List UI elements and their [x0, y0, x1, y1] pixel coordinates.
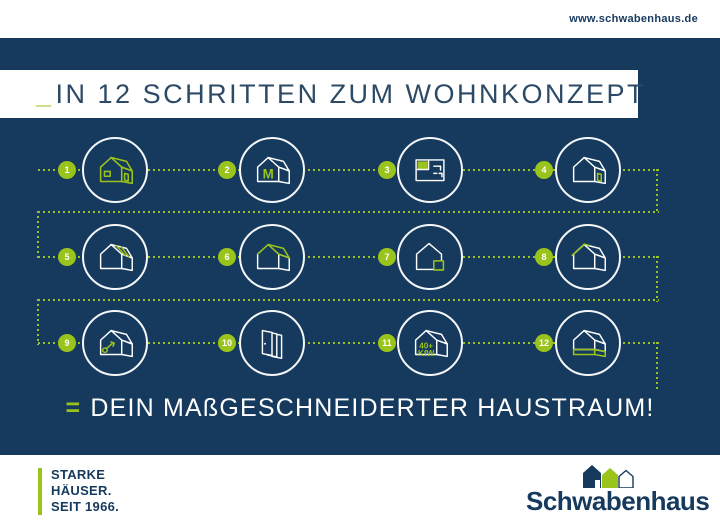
equals-sign: =	[65, 394, 82, 422]
company-tagline: STARKE HÄUSER. SEIT 1966.	[51, 467, 120, 514]
svg-text:40+: 40+	[419, 341, 433, 350]
svg-text:M: M	[263, 167, 274, 182]
svg-text:KfW: KfW	[418, 349, 435, 358]
floor-plan-icon	[415, 159, 445, 182]
website-url: www.schwabenhaus.de	[569, 13, 698, 25]
step-circle-5	[82, 224, 148, 290]
connector-left-down-1	[37, 211, 39, 259]
step-badge-7: 7	[378, 248, 396, 266]
house-extension-icon	[415, 242, 445, 271]
step-badge-8: 8	[535, 248, 553, 266]
house-roof-panels-icon	[99, 243, 133, 272]
house-foundation-icon	[572, 329, 607, 358]
house-green-door-icon	[572, 156, 606, 185]
step-circle-7	[397, 224, 463, 290]
step-circle-9	[82, 310, 148, 376]
step-circle-4	[555, 137, 621, 203]
step-circle-8	[555, 224, 621, 290]
slogan: = DEIN MAßGESCHNEIDERTER HAUSTRAUM!	[65, 394, 655, 422]
main-area: _IN 12 SCHRITTEN ZUM WOHNKONZEPT 1 2 M 3	[0, 38, 720, 455]
step-badge-1: 1	[58, 161, 76, 179]
title-underscore: _	[36, 78, 54, 109]
step-badge-5: 5	[58, 248, 76, 266]
connector-wrap2-line	[38, 299, 659, 301]
connector-right-down-1	[656, 169, 658, 213]
house-gable-icon	[571, 243, 606, 272]
page-title: _IN 12 SCHRITTEN ZUM WOHNKONZEPT	[36, 78, 647, 109]
step-badge-3: 3	[378, 161, 396, 179]
step-circle-1	[82, 137, 148, 203]
house-3d-green-icon	[99, 156, 134, 185]
step-circle-3	[397, 137, 463, 203]
schwabenhaus-logo: Schwabenhaus	[526, 463, 710, 516]
tagline-accent-bar	[38, 468, 42, 515]
connector-left-down-2	[37, 299, 39, 345]
connector-row2-line	[38, 256, 659, 258]
doors-icon	[261, 329, 283, 360]
step-badge-9: 9	[58, 334, 76, 352]
footer: STARKE HÄUSER. SEIT 1966. Schwabenhaus	[0, 455, 720, 530]
connector-row3-line	[38, 342, 659, 344]
connector-final-tail	[656, 342, 658, 390]
step-badge-12: 12	[535, 334, 553, 352]
step-circle-10	[239, 310, 305, 376]
step-circle-6	[239, 224, 305, 290]
connector-right-down-2	[656, 256, 658, 302]
step-badge-2: 2	[218, 161, 236, 179]
house-wrench-icon	[99, 329, 133, 358]
step-badge-6: 6	[218, 248, 236, 266]
step-badge-10: 10	[218, 334, 236, 352]
title-banner: _IN 12 SCHRITTEN ZUM WOHNKONZEPT	[0, 70, 644, 118]
step-circle-2: M	[239, 137, 305, 203]
logo-wordmark: Schwabenhaus	[526, 486, 710, 516]
house-green-roof-icon	[256, 243, 291, 272]
step-circle-12	[555, 310, 621, 376]
model-house-icon: M	[256, 156, 290, 185]
top-bar: www.schwabenhaus.de	[0, 0, 720, 38]
connector-wrap1-line	[38, 211, 659, 213]
step-circle-11: 40+ KfW	[397, 310, 463, 376]
step-badge-4: 4	[535, 161, 553, 179]
house-energy-icon: 40+ KfW	[414, 329, 448, 358]
step-badge-11: 11	[378, 334, 396, 352]
connector-row1-line	[38, 169, 659, 171]
logo-houses-icon	[583, 465, 634, 488]
